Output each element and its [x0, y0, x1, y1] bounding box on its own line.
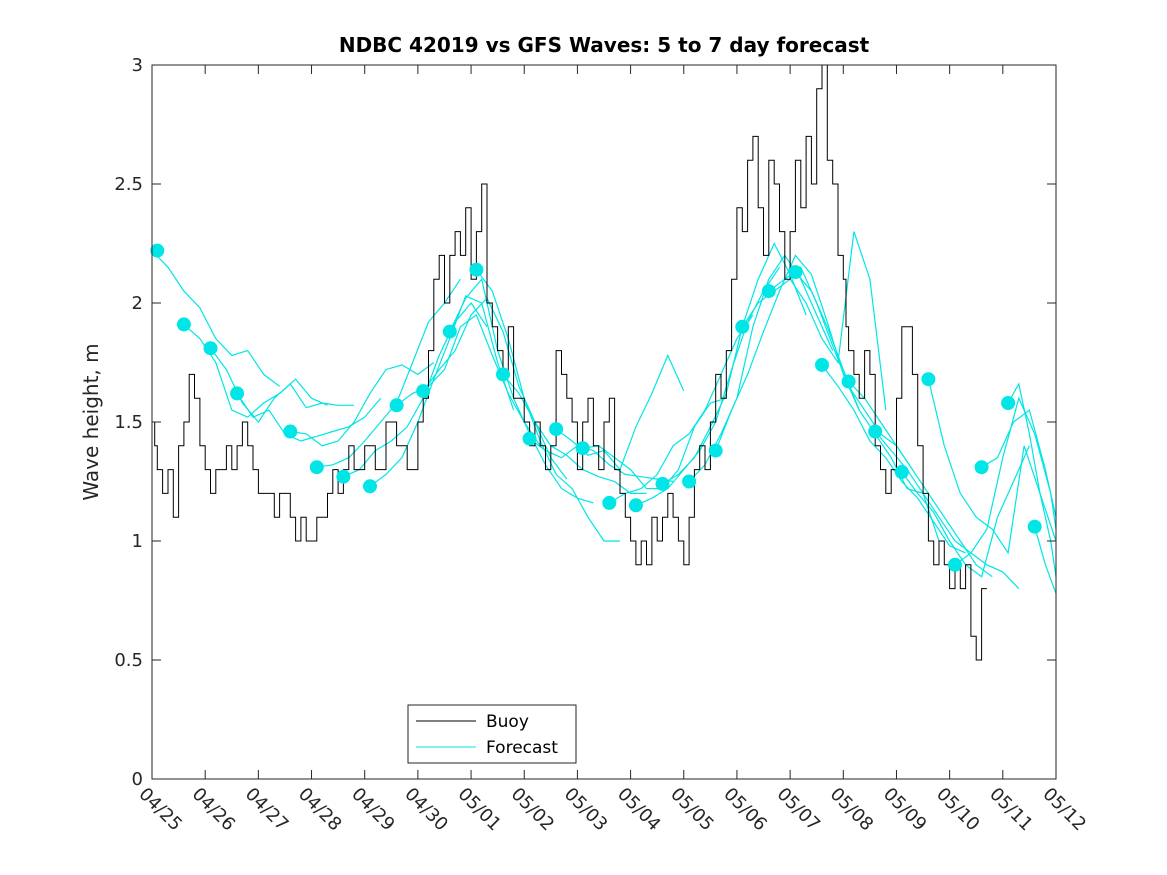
forecast-run-31: [981, 409, 1057, 518]
forecast-run-13: [502, 374, 647, 494]
forecast-run-14: [529, 438, 674, 483]
forecast-point: [682, 474, 697, 489]
x-tick-label: 04/28: [294, 784, 346, 836]
y-tick-label: 0: [132, 769, 143, 790]
y-tick-label: 0.5: [114, 650, 143, 671]
x-tick-label: 04/25: [134, 784, 186, 836]
forecast-run-24: [794, 271, 940, 542]
forecast-run-26: [848, 381, 993, 578]
forecast-run-27: [874, 431, 1020, 590]
forecast-point: [283, 424, 298, 439]
legend: Buoy Forecast: [407, 704, 577, 764]
forecast-markers: [150, 243, 1042, 572]
forecast-point: [761, 284, 776, 299]
forecast-run-6: [316, 278, 461, 468]
forecast-point: [948, 557, 962, 572]
x-tick-label: 05/01: [454, 784, 506, 836]
forecast-point: [389, 398, 404, 413]
x-tick-label: 05/11: [985, 784, 1037, 836]
forecast-run-33: [1034, 526, 1057, 594]
forecast-point: [309, 460, 324, 475]
y-axis: 0 0.5 1 1.5 2 2.5 3: [114, 55, 1056, 790]
forecast-point: [522, 431, 537, 446]
x-tick-label: 05/03: [560, 784, 612, 836]
forecast-point: [974, 460, 989, 475]
forecast-point: [815, 357, 829, 372]
forecast-point: [788, 265, 803, 280]
forecast-point: [442, 324, 457, 339]
forecast-run-4: [236, 393, 382, 442]
y-tick-label: 1: [132, 531, 143, 552]
x-tick-label: 05/12: [1038, 784, 1090, 836]
forecast-point: [363, 479, 377, 494]
forecast-point: [496, 367, 510, 382]
forecast-point: [1027, 519, 1042, 534]
y-tick-label: 1.5: [114, 412, 143, 433]
y-axis-label: Wave height, m: [79, 343, 103, 500]
x-tick-label: 05/10: [932, 784, 984, 836]
forecast-point: [868, 424, 883, 439]
forecast-point: [150, 243, 165, 258]
x-tick-label: 05/06: [719, 784, 771, 836]
forecast-point: [416, 384, 431, 399]
forecast-run-29: [927, 379, 1057, 555]
forecast-point: [176, 317, 191, 332]
legend-forecast-label: Forecast: [486, 738, 558, 758]
forecast-point: [921, 372, 936, 387]
forecast-point: [1001, 396, 1016, 410]
forecast-run-12: [475, 269, 620, 542]
x-tick-label: 04/30: [400, 784, 452, 836]
forecast-point: [602, 495, 617, 510]
x-tick-label: 04/29: [347, 784, 399, 836]
x-tick-label: 05/08: [826, 784, 878, 836]
forecast-point: [841, 374, 856, 389]
forecast-point: [894, 465, 909, 479]
y-tick-label: 3: [132, 55, 143, 76]
forecast-run-7: [343, 302, 488, 478]
buoy-line: [152, 64, 987, 661]
forecast-point: [655, 476, 670, 491]
x-tick-label: 05/05: [666, 784, 718, 836]
forecast-point: [549, 422, 564, 437]
x-tick-label: 04/26: [188, 784, 240, 836]
chart-title: NDBC 42019 vs GFS Waves: 5 to 7 day fore…: [339, 33, 870, 57]
legend-box: [407, 704, 577, 764]
forecast-point: [628, 498, 643, 513]
forecast-point: [336, 469, 351, 484]
x-tick-label: 05/07: [773, 784, 825, 836]
forecast-point: [708, 443, 723, 458]
buoy-series: [152, 64, 987, 661]
x-tick-label: 05/04: [613, 784, 665, 836]
forecast-point: [469, 262, 484, 277]
legend-buoy-label: Buoy: [486, 712, 529, 732]
x-tick-label: 04/27: [241, 784, 293, 836]
forecast-point: [203, 341, 218, 356]
forecast-run-11: [449, 277, 594, 504]
forecast-run-17: [608, 314, 754, 504]
forecast-point: [575, 441, 590, 456]
y-tick-label: 2.5: [114, 174, 143, 195]
forecast-run-8: [369, 295, 515, 487]
y-tick-label: 2: [132, 293, 143, 314]
forecast-run-10: [422, 297, 568, 480]
forecast-run-32: [1007, 382, 1057, 577]
forecast-run-3: [210, 347, 355, 423]
x-tick-label: 05/09: [879, 784, 931, 836]
forecast-run-1: [151, 250, 280, 387]
forecast-point: [230, 386, 245, 401]
x-tick-label: 05/02: [507, 784, 559, 836]
forecast-point: [735, 319, 750, 334]
